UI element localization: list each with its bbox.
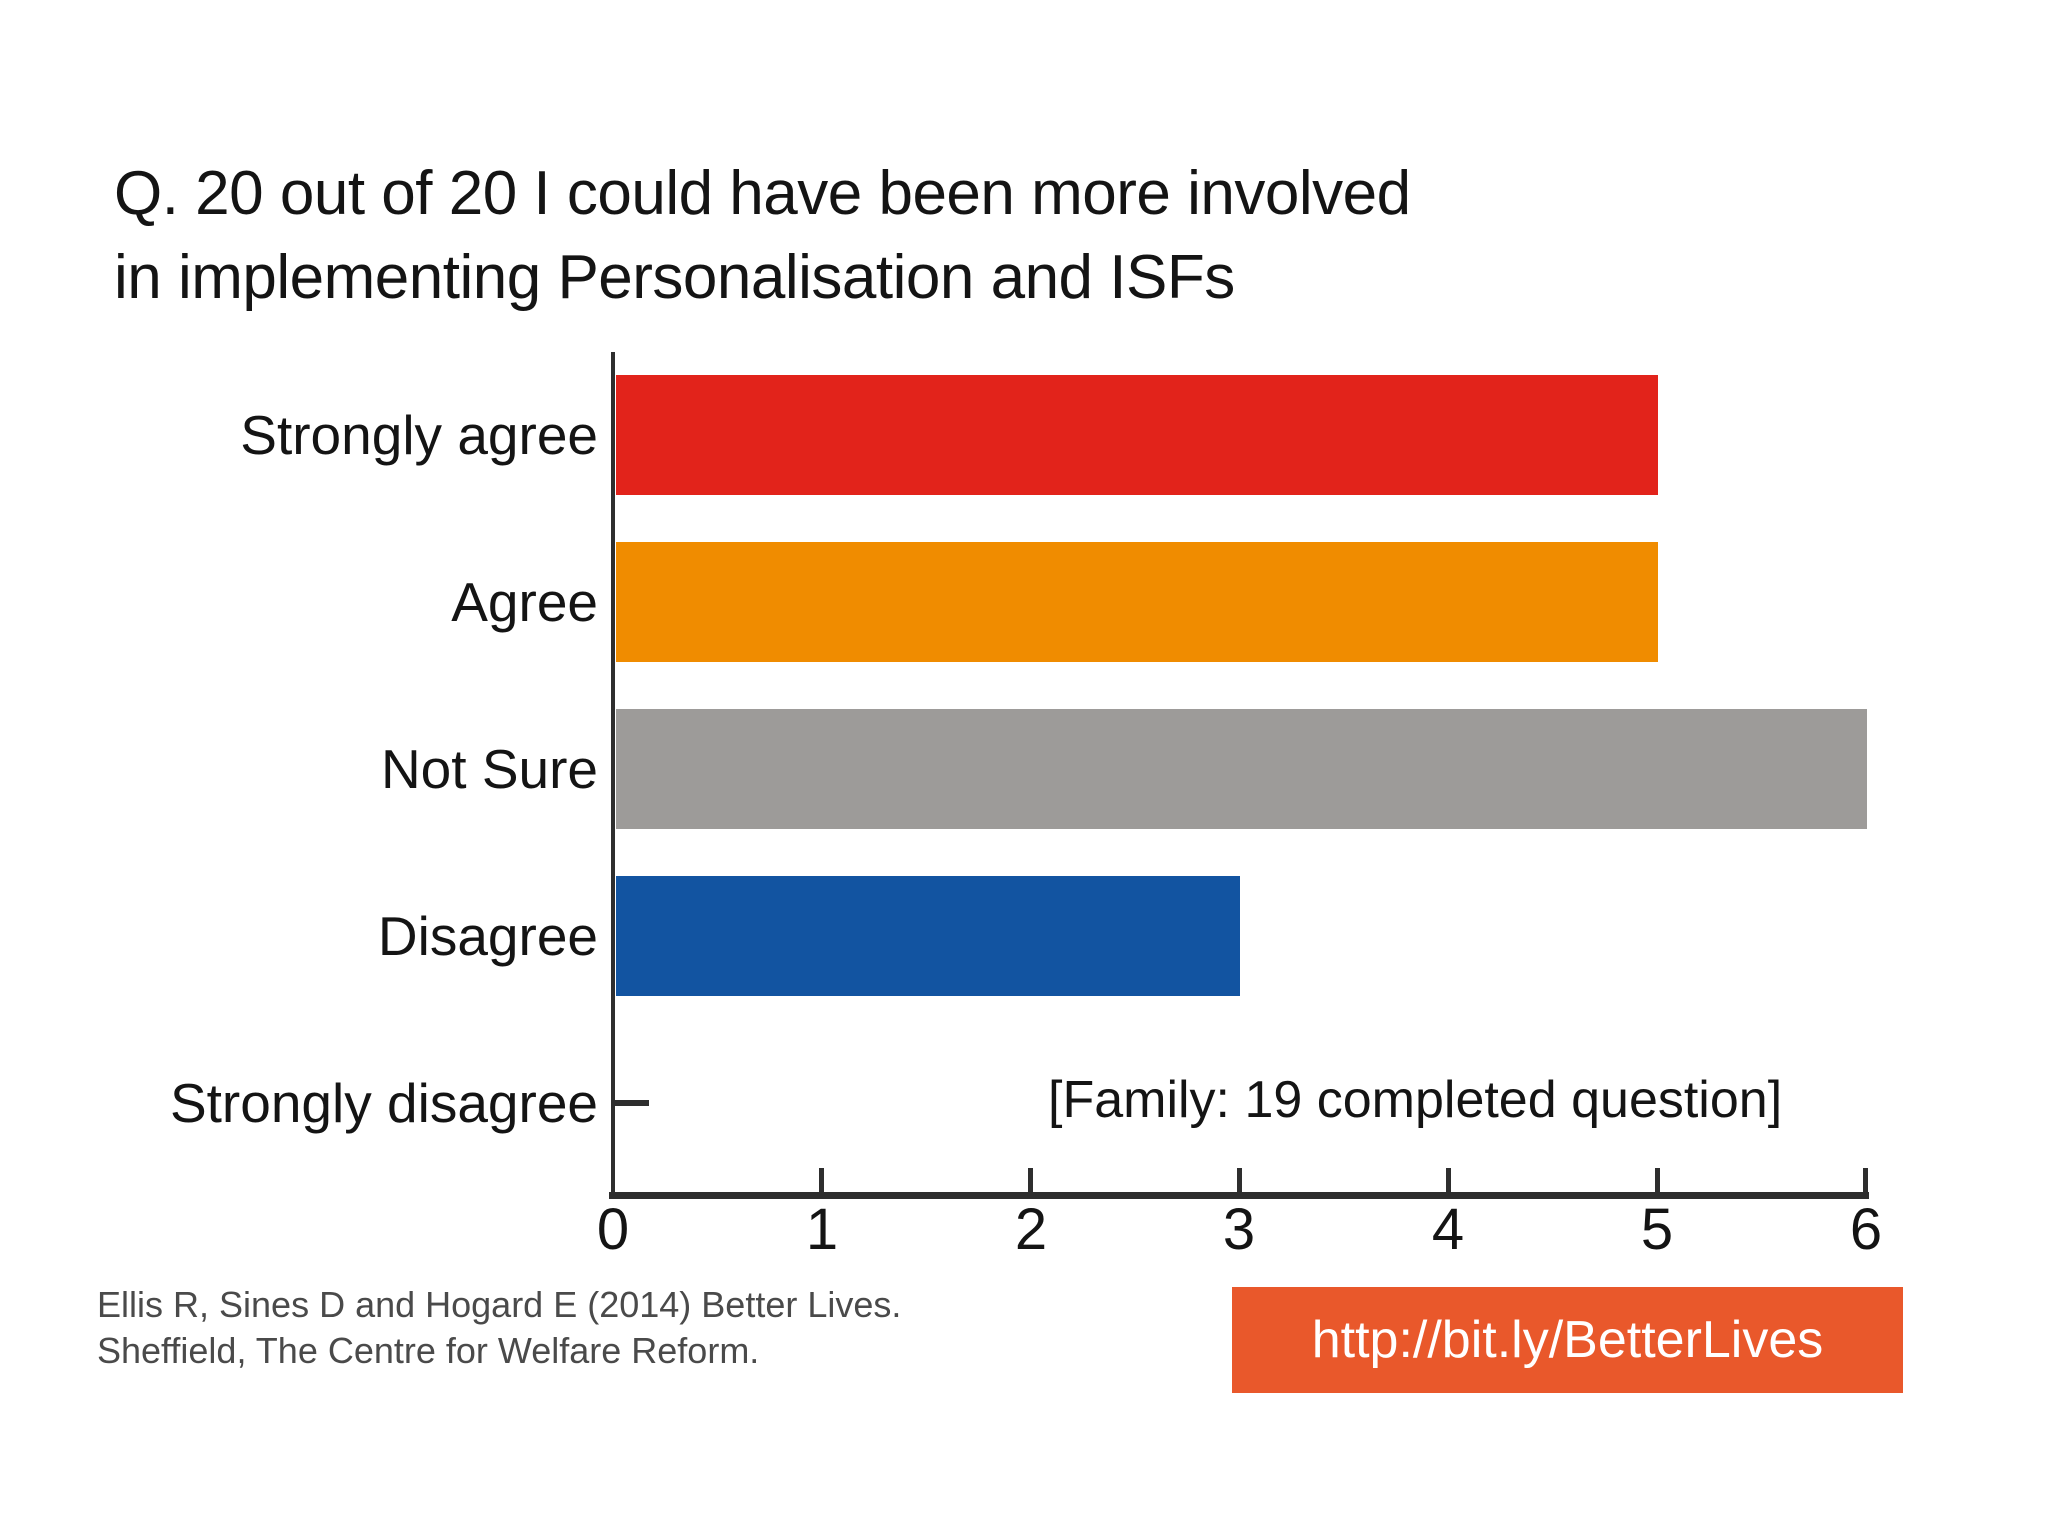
category-label-agree: Agree bbox=[451, 571, 598, 633]
category-label-strongly-agree: Strongly agree bbox=[240, 404, 598, 466]
category-label-disagree: Disagree bbox=[377, 905, 598, 967]
x-tick-mark-4 bbox=[1446, 1168, 1451, 1192]
x-tick-label-4: 4 bbox=[1431, 1197, 1465, 1262]
bar-disagree bbox=[616, 876, 1240, 996]
x-tick-label-0: 0 bbox=[596, 1197, 630, 1262]
y-axis-line bbox=[611, 352, 615, 1199]
x-tick-mark-3 bbox=[1237, 1168, 1242, 1192]
chart-title-line1: Q. 20 out of 20 I could have been more i… bbox=[114, 159, 1411, 228]
x-tick-label-2: 2 bbox=[1014, 1197, 1048, 1262]
x-tick-mark-1 bbox=[819, 1168, 824, 1192]
x-axis-line bbox=[609, 1192, 1869, 1199]
chart-title-line2: in implementing Personalisation and ISFs bbox=[114, 243, 1235, 312]
category-label-strongly-disagree: Strongly disagree bbox=[169, 1072, 598, 1134]
bar-strongly-agree bbox=[616, 375, 1658, 495]
x-tick-label-6: 6 bbox=[1849, 1197, 1883, 1262]
citation: Ellis R, Sines D and Hogard E (2014) Bet… bbox=[97, 1282, 901, 1374]
x-tick-label-3: 3 bbox=[1222, 1197, 1256, 1262]
bar-agree bbox=[616, 542, 1658, 662]
citation-line2: Sheffield, The Centre for Welfare Reform… bbox=[97, 1330, 760, 1371]
chart-title: Q. 20 out of 20 I could have been more i… bbox=[114, 152, 1411, 320]
x-tick-label-1: 1 bbox=[805, 1197, 839, 1262]
link-badge[interactable]: http://bit.ly/BetterLives bbox=[1232, 1287, 1903, 1393]
category-label-not-sure: Not Sure bbox=[380, 738, 598, 800]
x-tick-mark-6 bbox=[1863, 1168, 1868, 1192]
y-tick-strongly-disagree bbox=[613, 1100, 649, 1106]
annotation-note: [Family: 19 completed question] bbox=[1048, 1071, 1783, 1129]
x-tick-mark-5 bbox=[1655, 1168, 1660, 1192]
x-tick-mark-2 bbox=[1028, 1168, 1033, 1192]
x-tick-label-5: 5 bbox=[1640, 1197, 1674, 1262]
bar-not-sure bbox=[616, 709, 1867, 829]
citation-line1: Ellis R, Sines D and Hogard E (2014) Bet… bbox=[97, 1284, 902, 1325]
